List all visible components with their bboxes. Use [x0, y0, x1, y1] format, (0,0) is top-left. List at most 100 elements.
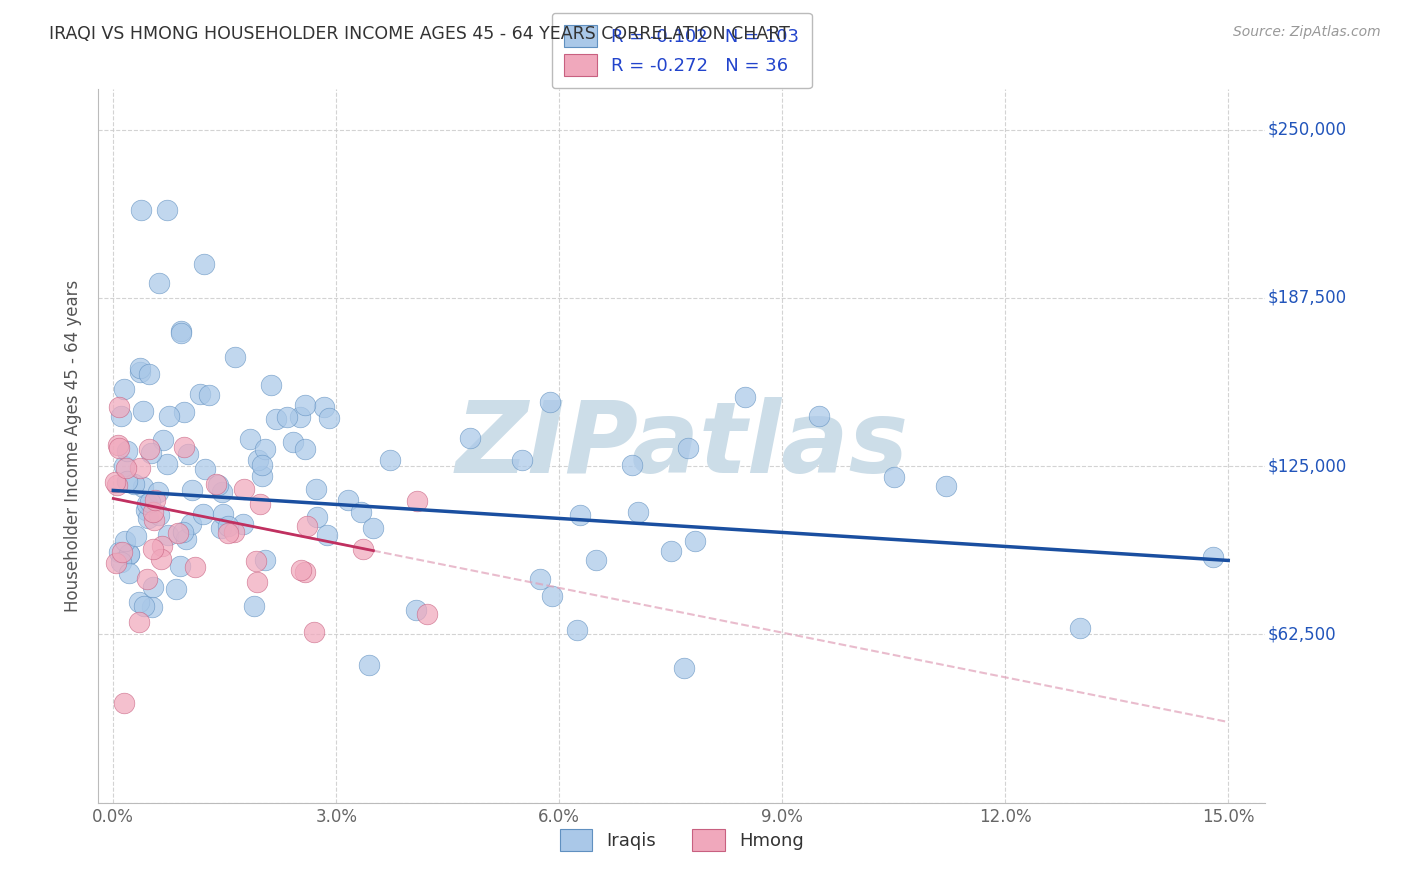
Point: [194, 462, 217, 476]
Point: [107, 438, 129, 452]
Point: [169, 558, 191, 573]
Point: [148, 485, 170, 500]
Point: [110, 555, 132, 569]
Point: [173, 441, 195, 455]
Point: [406, 494, 429, 508]
Point: [352, 542, 374, 557]
Point: [529, 572, 551, 586]
Point: [585, 553, 607, 567]
Point: [378, 453, 401, 467]
Point: [205, 476, 228, 491]
Point: [128, 360, 150, 375]
Point: [172, 525, 194, 540]
Point: [176, 447, 198, 461]
Point: [232, 516, 254, 531]
Point: [510, 453, 533, 467]
Point: [112, 459, 135, 474]
Point: [143, 493, 166, 508]
Point: [183, 560, 205, 574]
Point: [142, 580, 165, 594]
Point: [108, 400, 131, 414]
Text: $125,000: $125,000: [1268, 458, 1347, 475]
Point: [266, 411, 288, 425]
Point: [253, 442, 276, 456]
Point: [305, 483, 328, 497]
Point: [180, 517, 202, 532]
Point: [336, 492, 359, 507]
Point: [659, 544, 682, 558]
Point: [138, 367, 160, 381]
Point: [169, 324, 191, 338]
Point: [138, 442, 160, 457]
Point: [139, 446, 162, 460]
Point: [217, 518, 239, 533]
Point: [142, 542, 165, 557]
Point: [676, 441, 699, 455]
Point: [349, 505, 371, 519]
Legend: Iraqis, Hmong: Iraqis, Hmong: [553, 822, 811, 858]
Point: [209, 521, 232, 535]
Point: [131, 404, 153, 418]
Point: [108, 545, 131, 559]
Point: [104, 475, 127, 490]
Point: [115, 444, 138, 458]
Point: [141, 599, 163, 614]
Point: [193, 257, 215, 271]
Point: [458, 431, 481, 445]
Point: [122, 476, 145, 491]
Point: [170, 326, 193, 340]
Point: [246, 574, 269, 589]
Point: [245, 554, 267, 568]
Point: [128, 460, 150, 475]
Point: [174, 532, 197, 546]
Point: [107, 478, 129, 492]
Point: [540, 589, 562, 603]
Point: [129, 365, 152, 379]
Point: [156, 528, 179, 542]
Point: [139, 495, 162, 509]
Y-axis label: Householder Income Ages 45 - 64 years: Householder Income Ages 45 - 64 years: [65, 280, 83, 612]
Point: [405, 603, 427, 617]
Point: [260, 378, 283, 392]
Point: [290, 563, 312, 577]
Point: [363, 521, 385, 535]
Point: [150, 540, 173, 554]
Point: [165, 582, 187, 597]
Point: [118, 566, 141, 580]
Text: Source: ZipAtlas.com: Source: ZipAtlas.com: [1233, 25, 1381, 39]
Point: [627, 505, 650, 519]
Point: [136, 497, 159, 511]
Point: [114, 533, 136, 548]
Point: [148, 508, 170, 523]
Point: [673, 661, 696, 675]
Point: [294, 398, 316, 412]
Point: [538, 395, 561, 409]
Point: [734, 390, 756, 404]
Point: [166, 525, 188, 540]
Point: [156, 457, 179, 471]
Point: [290, 410, 312, 425]
Point: [316, 527, 339, 541]
Point: [105, 556, 128, 570]
Point: [142, 506, 165, 520]
Point: [211, 507, 233, 521]
Point: [156, 203, 179, 218]
Point: [157, 409, 180, 424]
Point: [114, 461, 136, 475]
Point: [294, 442, 316, 457]
Point: [181, 483, 204, 497]
Point: [565, 623, 588, 637]
Point: [222, 524, 245, 539]
Point: [232, 482, 254, 496]
Point: [883, 470, 905, 484]
Point: [318, 410, 340, 425]
Point: [1069, 621, 1091, 635]
Point: [150, 552, 173, 566]
Point: [808, 409, 831, 423]
Point: [135, 503, 157, 517]
Point: [132, 480, 155, 494]
Point: [135, 572, 157, 586]
Point: [152, 434, 174, 448]
Point: [276, 409, 298, 424]
Point: [297, 519, 319, 533]
